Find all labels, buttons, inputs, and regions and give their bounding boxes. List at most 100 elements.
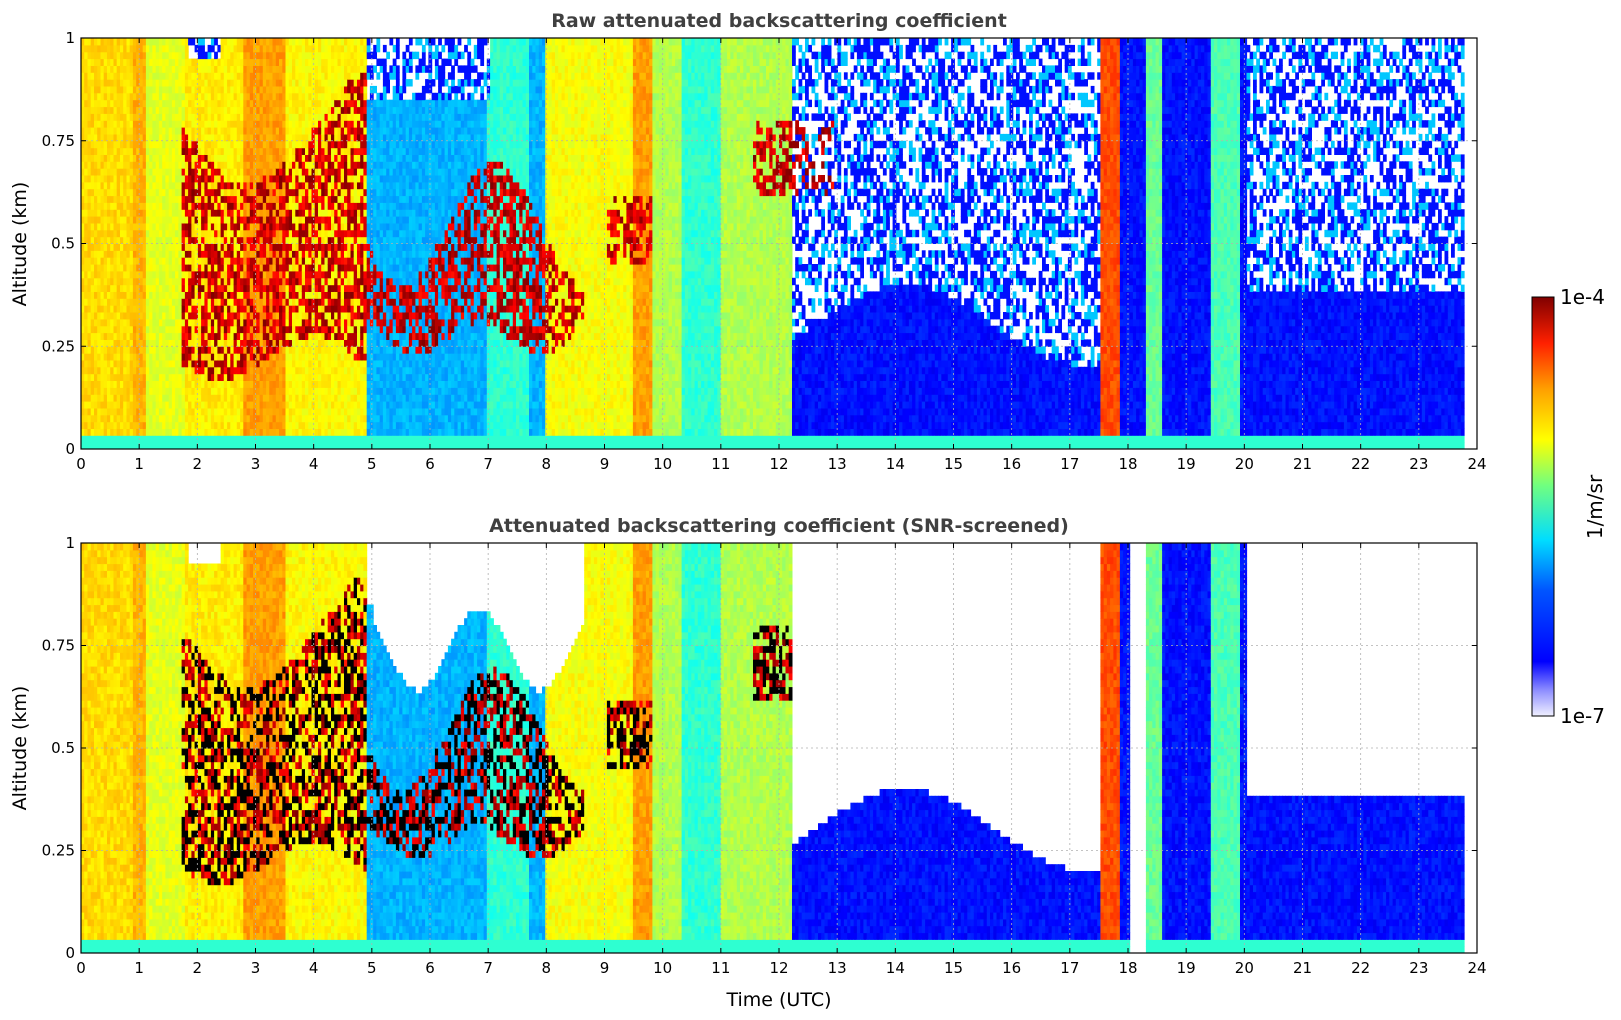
heatmap-cell [210, 243, 215, 251]
heatmap-cell [84, 353, 88, 361]
heatmap-cell [152, 113, 157, 121]
heatmap-cell [142, 58, 147, 66]
heatmap-cell [347, 414, 351, 423]
heatmap-cell [210, 407, 215, 416]
heatmap-cell [149, 38, 153, 46]
heatmap-cell [207, 325, 212, 334]
heatmap-cell [240, 442, 244, 449]
heatmap-cell [249, 428, 254, 436]
heatmap-cell [288, 407, 293, 416]
heatmap-cell [188, 332, 192, 340]
heatmap-cell [236, 394, 241, 402]
heatmap-cell [350, 318, 355, 327]
heatmap-cell [295, 332, 300, 340]
heatmap-cell [107, 38, 111, 46]
heatmap-cell [321, 154, 325, 162]
heatmap-cell [227, 312, 231, 320]
heatmap-cell [184, 140, 189, 149]
heatmap-cell [123, 353, 127, 361]
heatmap-cell [87, 195, 92, 203]
heatmap-cell [94, 92, 98, 101]
heatmap-cell [197, 346, 202, 354]
heatmap-cell [292, 120, 296, 128]
heatmap-cell [298, 175, 303, 183]
heatmap-cell [103, 51, 108, 60]
heatmap-cell [236, 366, 241, 375]
heatmap-cell [321, 202, 325, 210]
heatmap-cell [236, 120, 241, 128]
heatmap-cell [253, 359, 257, 368]
heatmap-cell [269, 442, 274, 449]
heatmap-cell [126, 65, 131, 73]
heatmap-cell [116, 58, 121, 66]
heatmap-cell [298, 202, 303, 210]
heatmap-cell [282, 305, 287, 313]
heatmap-cell [145, 85, 150, 94]
heatmap-cell [155, 58, 160, 66]
heatmap-cell [103, 387, 108, 395]
heatmap-cell [94, 359, 98, 368]
heatmap-cell [230, 414, 235, 423]
heatmap-cell [178, 318, 183, 327]
heatmap-cell [81, 318, 85, 327]
heatmap-cell [204, 229, 209, 238]
heatmap-cell [110, 51, 114, 60]
heatmap-cell [168, 106, 173, 114]
heatmap-cell [171, 284, 176, 292]
heatmap-cell [103, 175, 108, 183]
heatmap-cell [272, 195, 277, 203]
heatmap-cell [337, 318, 342, 327]
heatmap-cell [84, 147, 88, 155]
heatmap-cell [253, 366, 257, 375]
heatmap-cell [191, 216, 196, 224]
heatmap-cell [272, 188, 277, 197]
heatmap-cell [129, 257, 134, 265]
heatmap-cell [214, 387, 218, 395]
heatmap-cell [149, 366, 153, 375]
heatmap-cell [227, 243, 231, 251]
heatmap-cell [220, 202, 225, 210]
heatmap-cell [129, 346, 134, 354]
heatmap-cell [301, 161, 306, 169]
heatmap-cell [340, 175, 345, 183]
heatmap-cell [230, 421, 235, 429]
heatmap-cell [246, 133, 251, 142]
heatmap-cell [288, 79, 293, 87]
heatmap-cell [272, 106, 277, 114]
heatmap-cell [210, 58, 215, 66]
heatmap-cell [175, 195, 179, 203]
heatmap-cell [311, 209, 316, 217]
heatmap-cell [132, 407, 137, 416]
heatmap-cell [123, 380, 127, 388]
heatmap-cell [210, 380, 215, 388]
heatmap-cell [292, 79, 296, 87]
heatmap-cell [220, 140, 225, 149]
heatmap-cell [136, 147, 140, 155]
heatmap-cell [318, 92, 322, 101]
heatmap-cell [249, 202, 254, 210]
heatmap-cell [184, 332, 189, 340]
heatmap-cell [227, 387, 231, 395]
heatmap-cell [204, 202, 209, 210]
heatmap-cell [223, 421, 228, 429]
heatmap-cell [171, 332, 176, 340]
heatmap-cell [331, 387, 335, 395]
heatmap-cell [81, 216, 85, 224]
heatmap-cell [113, 85, 118, 94]
heatmap-cell [227, 339, 231, 347]
heatmap-cell [100, 373, 105, 381]
heatmap-cell [171, 277, 176, 286]
heatmap-cell [334, 133, 338, 142]
heatmap-cell [220, 359, 225, 368]
heatmap-cell [181, 44, 186, 53]
heatmap-cell [162, 270, 166, 279]
heatmap-cell [314, 305, 319, 313]
heatmap-cell [308, 257, 313, 265]
heatmap-cell [259, 366, 264, 375]
heatmap-cell [292, 318, 296, 327]
heatmap-cell [126, 44, 131, 53]
heatmap-cell [340, 270, 345, 279]
heatmap-cell [327, 188, 332, 197]
heatmap-cell [246, 120, 251, 128]
heatmap-cell [81, 353, 85, 361]
